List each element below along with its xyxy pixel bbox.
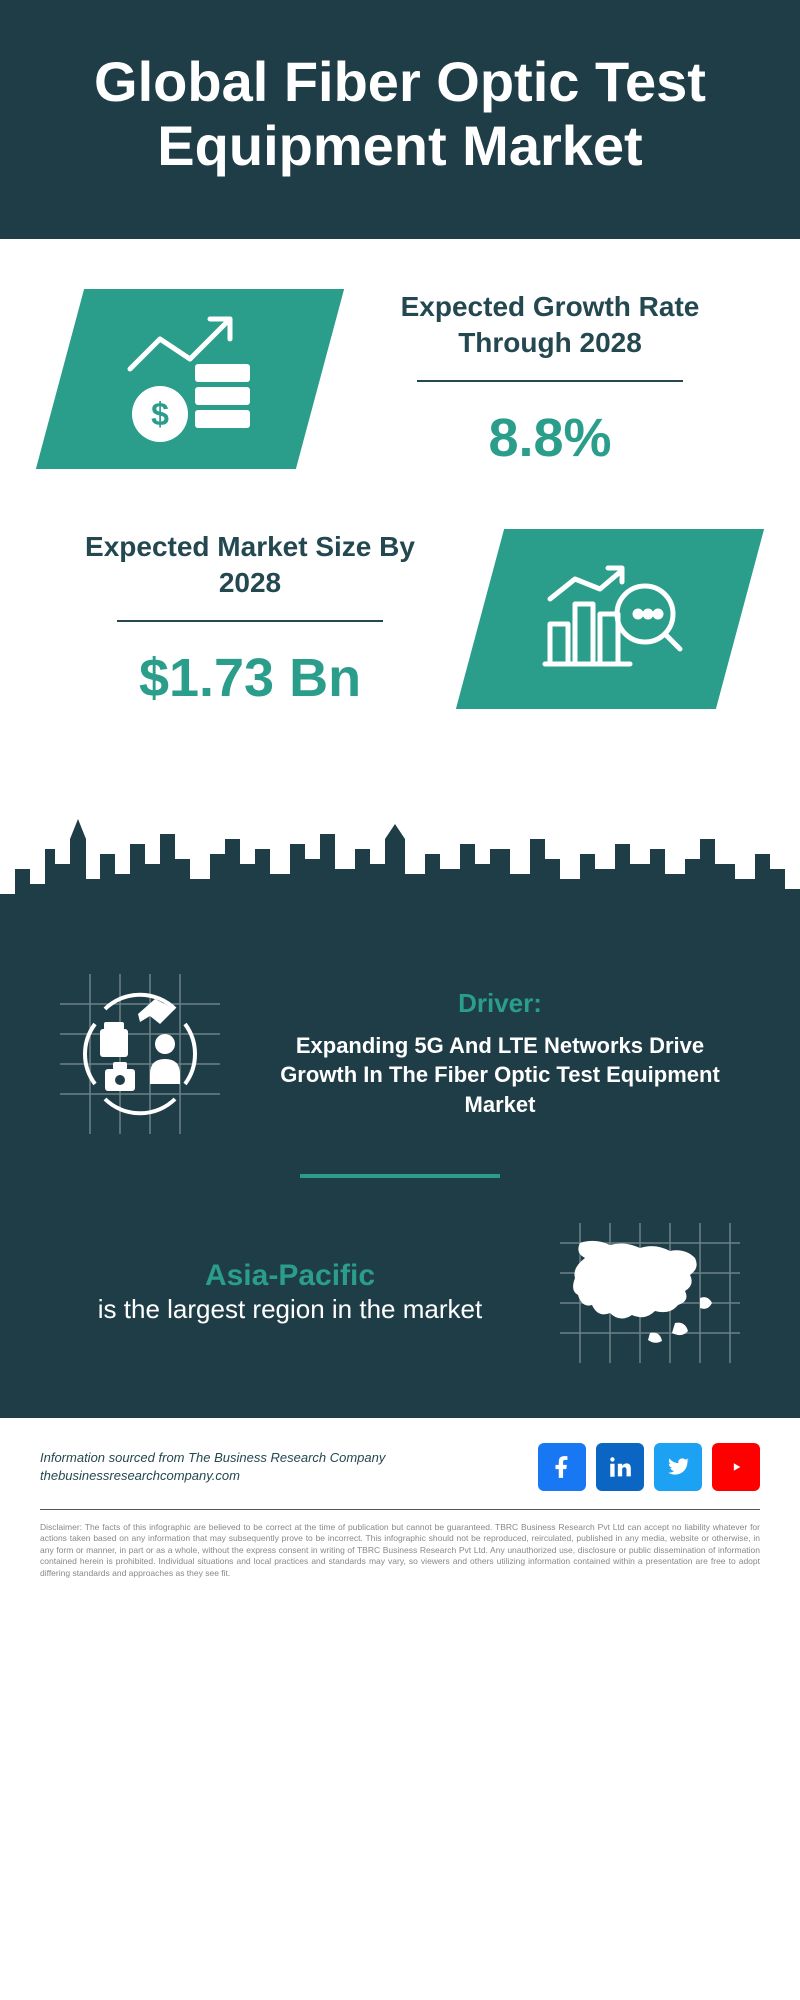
header-banner: Global Fiber Optic Test Equipment Market xyxy=(0,0,800,239)
marketsize-divider xyxy=(117,620,383,622)
page-title: Global Fiber Optic Test Equipment Market xyxy=(40,50,760,179)
svg-text:$: $ xyxy=(151,396,169,432)
footer-source-line1: Information sourced from The Business Re… xyxy=(40,1449,385,1467)
driver-icon xyxy=(60,974,220,1134)
growth-stat-row: $ Expected Growth Rate Through 2028 8.8% xyxy=(60,289,740,469)
region-subtitle: is the largest region in the market xyxy=(60,1293,520,1327)
driver-text: Driver: Expanding 5G And LTE Networks Dr… xyxy=(260,988,740,1120)
marketsize-stat-row: Expected Market Size By 2028 $1.73 Bn xyxy=(60,529,740,709)
facebook-icon[interactable] xyxy=(538,1443,586,1491)
growth-label: Expected Growth Rate Through 2028 xyxy=(360,289,740,362)
chart-magnify-icon xyxy=(530,554,690,684)
growth-stat-text: Expected Growth Rate Through 2028 8.8% xyxy=(360,289,740,469)
stats-section: $ Expected Growth Rate Through 2028 8.8% xyxy=(0,239,800,809)
twitter-icon[interactable] xyxy=(654,1443,702,1491)
social-icons xyxy=(538,1443,760,1491)
footer-source-line2: thebusinessresearchcompany.com xyxy=(40,1467,385,1485)
disclaimer-text: Disclaimer: The facts of this infographi… xyxy=(40,1522,760,1579)
growth-value: 8.8% xyxy=(360,407,740,469)
driver-label: Driver: xyxy=(260,988,740,1019)
dark-section: Driver: Expanding 5G And LTE Networks Dr… xyxy=(0,929,800,1418)
region-row: Asia-Pacific is the largest region in th… xyxy=(60,1223,740,1363)
footer-top: Information sourced from The Business Re… xyxy=(40,1443,760,1491)
footer-rule xyxy=(40,1509,760,1510)
region-highlight: Asia-Pacific xyxy=(60,1259,520,1293)
linkedin-icon[interactable] xyxy=(596,1443,644,1491)
marketsize-label: Expected Market Size By 2028 xyxy=(60,529,440,602)
youtube-icon[interactable] xyxy=(712,1443,760,1491)
growth-divider xyxy=(417,380,683,382)
region-text: Asia-Pacific is the largest region in th… xyxy=(60,1259,520,1327)
asia-pacific-map-icon xyxy=(560,1223,740,1363)
footer: Information sourced from The Business Re… xyxy=(0,1418,800,1599)
driver-row: Driver: Expanding 5G And LTE Networks Dr… xyxy=(60,974,740,1134)
growth-icon-panel: $ xyxy=(36,289,344,469)
driver-description: Expanding 5G And LTE Networks Drive Grow… xyxy=(260,1031,740,1120)
footer-source: Information sourced from The Business Re… xyxy=(40,1449,385,1485)
skyline-silhouette xyxy=(0,809,800,929)
money-growth-icon: $ xyxy=(110,309,270,449)
region-divider xyxy=(300,1174,500,1178)
marketsize-value: $1.73 Bn xyxy=(60,647,440,709)
marketsize-stat-text: Expected Market Size By 2028 $1.73 Bn xyxy=(60,529,440,709)
marketsize-icon-panel xyxy=(456,529,764,709)
